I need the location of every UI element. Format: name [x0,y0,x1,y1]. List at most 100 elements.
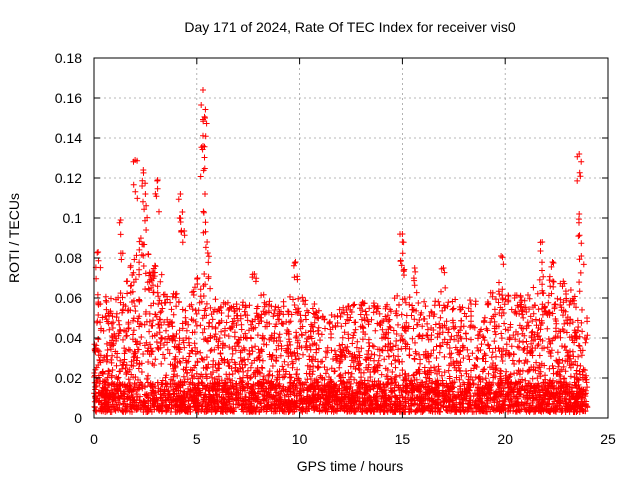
data-point [142,217,148,224]
data-point [253,305,260,312]
data-point [279,363,286,370]
data-point [291,274,298,281]
data-point [345,348,352,355]
data-point [539,337,546,344]
data-point [361,401,368,408]
data-point [105,310,112,317]
data-point [238,326,245,333]
data-point [143,391,150,397]
data-point [225,333,232,340]
data-point [408,377,415,384]
data-point [260,396,267,403]
data-point [365,347,372,354]
data-point [550,260,557,266]
data-point [183,364,190,371]
data-point [522,357,529,364]
data-point [205,259,212,266]
data-point [371,406,378,413]
data-point [116,321,123,328]
data-point [215,320,222,327]
data-point [140,263,147,269]
data-point [357,385,363,392]
data-point [266,371,273,378]
data-point [441,398,448,405]
data-point [567,298,574,305]
data-point [125,325,132,331]
data-point [158,271,165,278]
data-point [373,363,379,370]
data-point [348,390,355,397]
data-point [356,352,363,359]
data-point [284,342,291,349]
data-point [248,344,255,351]
data-point [303,338,310,345]
data-point [452,296,459,303]
data-point [192,350,199,357]
data-point [383,331,389,338]
data-point [316,402,323,409]
data-point [493,406,500,413]
data-point [573,379,580,385]
data-point [152,311,159,318]
data-point [322,370,329,377]
data-point [490,372,497,379]
data-point [482,390,489,397]
data-point [102,293,109,300]
data-point [526,306,533,313]
data-point [436,342,443,349]
data-point [379,347,386,354]
data-point [231,333,238,340]
data-point [176,382,183,389]
data-point [497,388,503,395]
data-point [359,324,366,331]
plot-frame [93,57,609,419]
data-point [390,343,396,350]
data-point [202,244,209,251]
data-point [171,356,178,363]
data-point [135,386,142,393]
data-point [436,320,443,327]
data-point [252,343,259,350]
data-point [523,309,530,315]
data-point [242,303,249,309]
data-point [168,396,174,403]
data-point [195,307,202,314]
data-point [160,351,166,358]
data-point [544,387,551,394]
data-point [567,316,574,323]
data-point [275,390,281,397]
data-point [232,347,239,354]
data-point [446,351,453,358]
data-point [142,383,148,389]
data-point [326,399,332,406]
data-point [99,368,106,375]
data-point [344,343,351,350]
data-point [198,355,205,362]
data-point [571,406,578,413]
data-point [195,375,202,382]
data-point [131,256,138,263]
data-point [140,252,147,259]
data-point [143,339,150,346]
data-point [127,347,134,354]
data-point [213,367,220,374]
data-point [150,300,157,307]
data-point [245,404,252,411]
data-point [448,333,455,340]
data-point [446,373,453,380]
data-point [136,266,143,273]
data-point [314,363,321,370]
data-point [416,389,423,395]
data-point [226,363,233,370]
data-point [295,295,302,302]
data-point [368,351,375,358]
data-point [331,347,338,354]
data-point [121,345,128,352]
data-point [401,266,408,273]
data-point [398,332,405,339]
data-point [361,315,368,321]
data-point [132,188,139,195]
data-point [499,358,506,364]
data-point [326,382,333,389]
data-point [434,381,441,388]
